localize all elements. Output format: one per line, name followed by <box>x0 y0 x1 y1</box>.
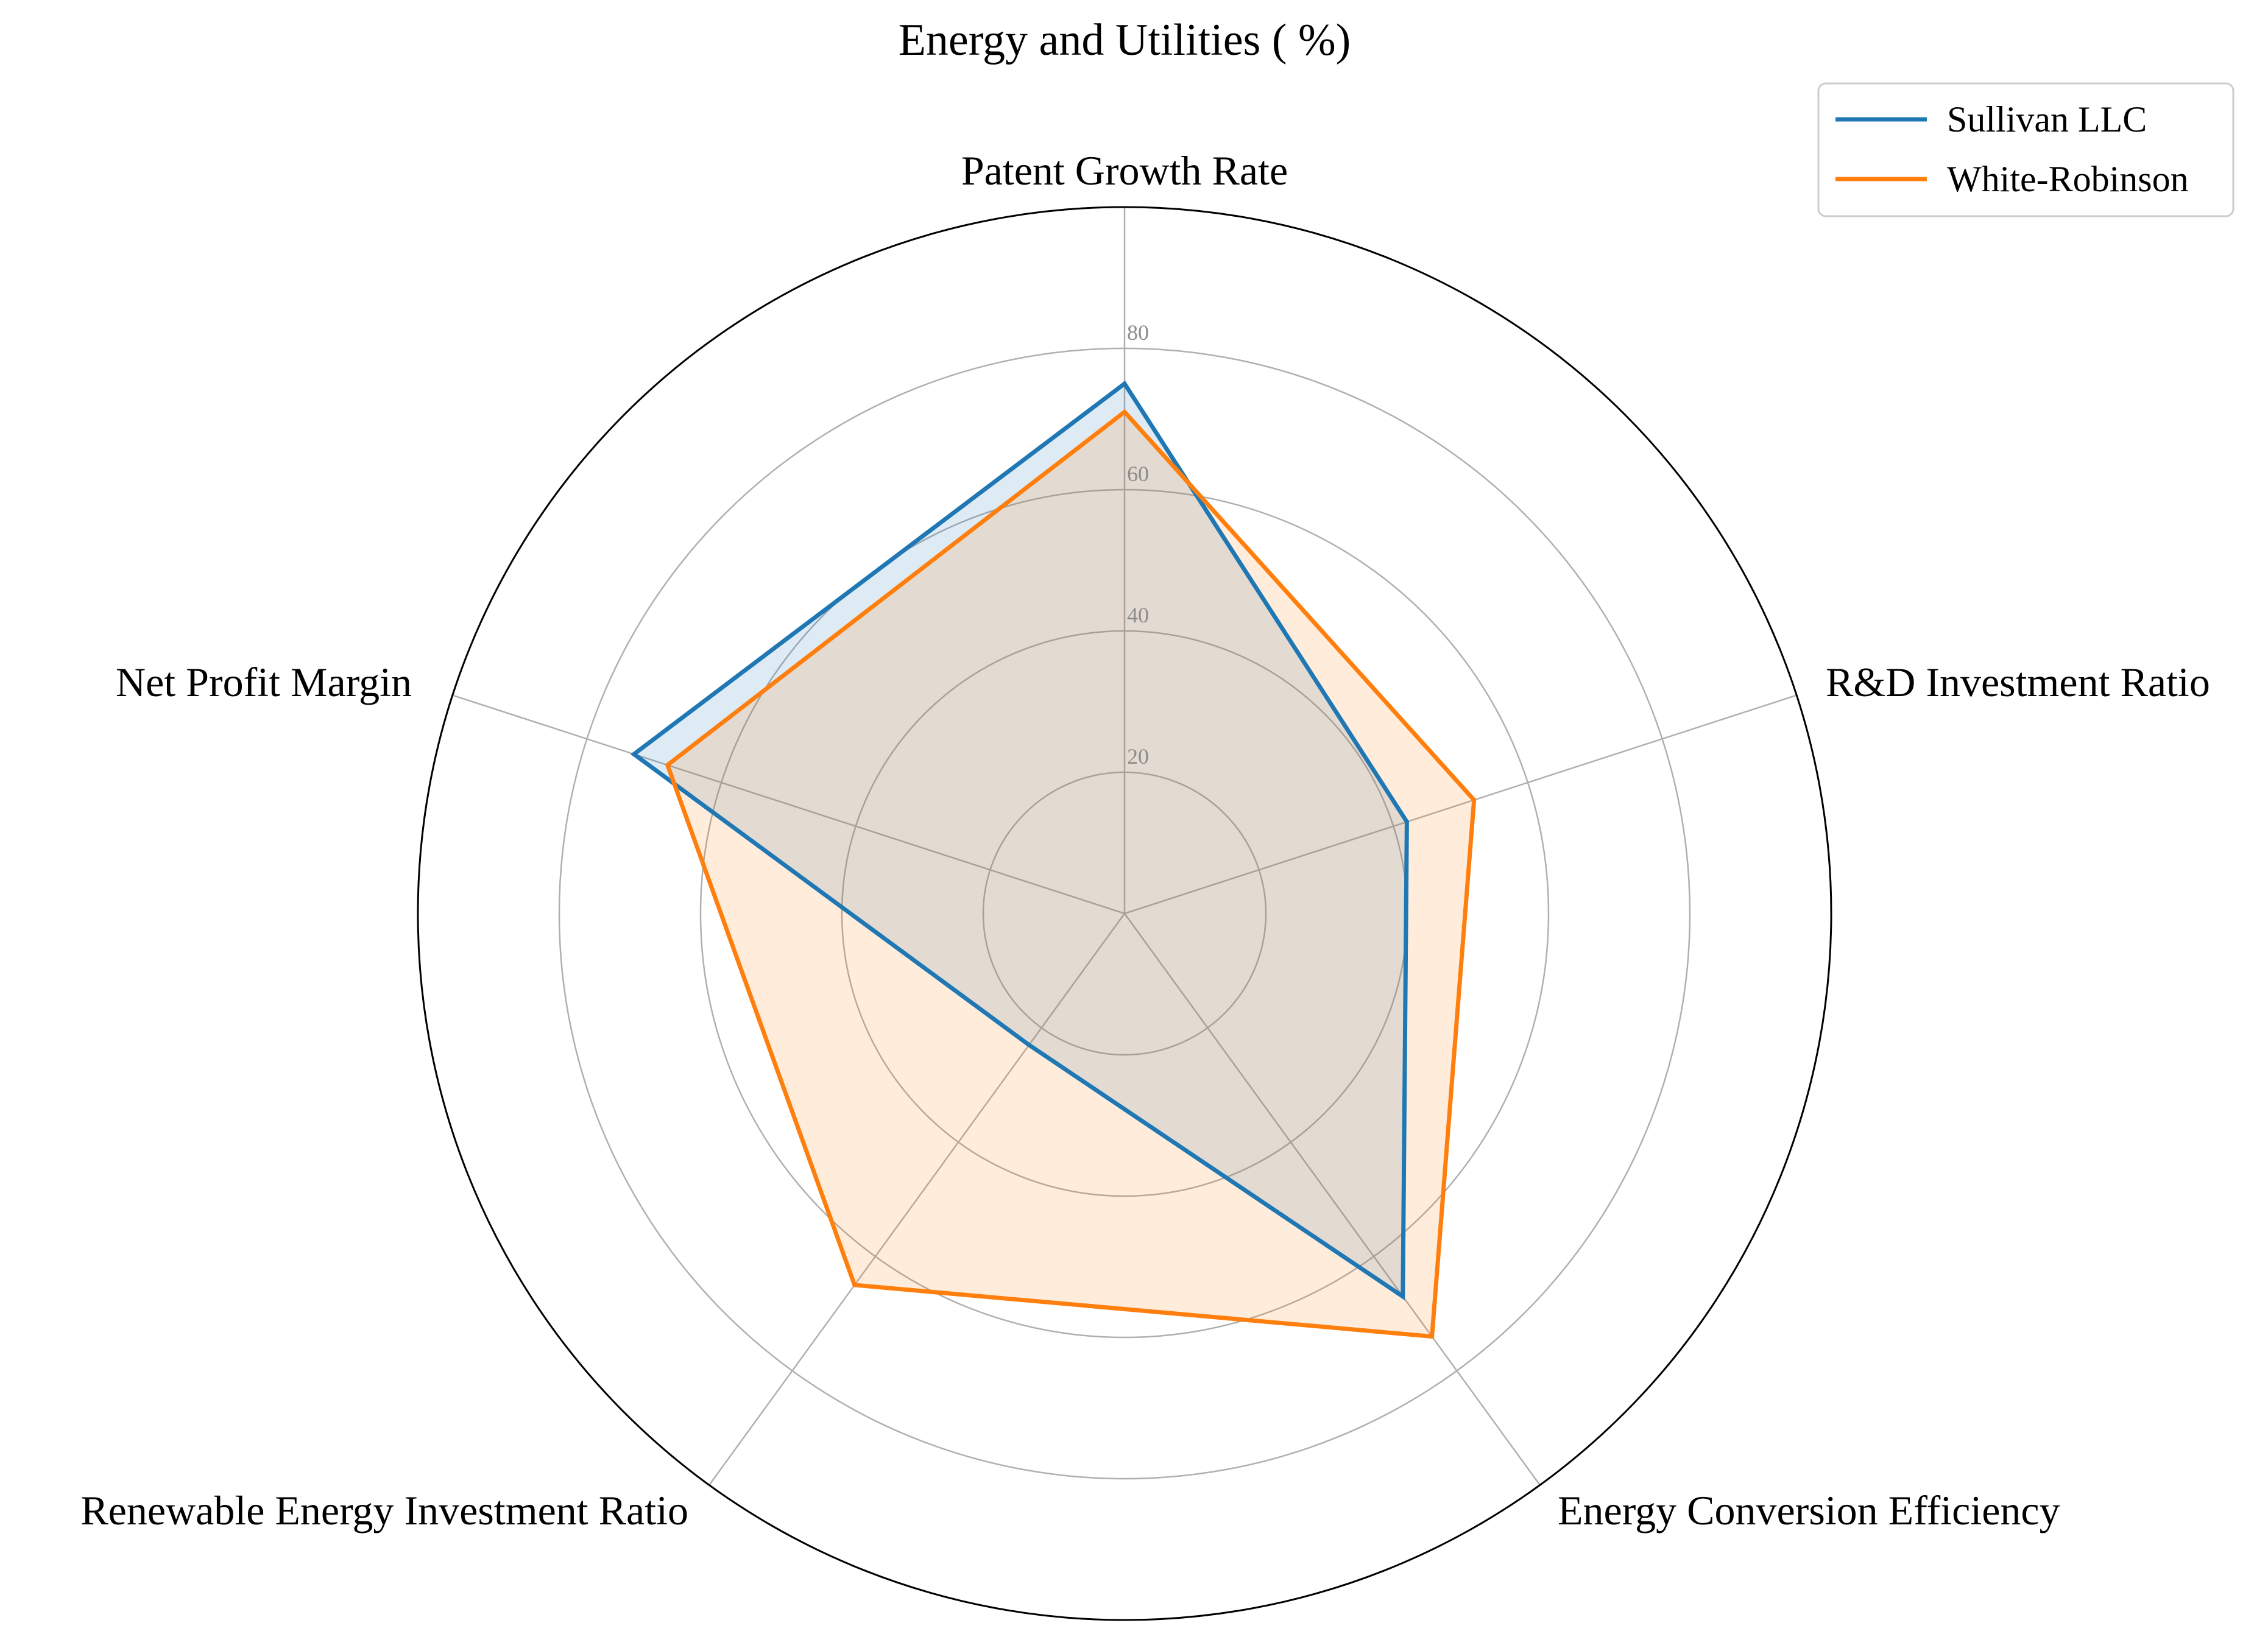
chart-title: Energy and Utilities ( %) <box>899 15 1351 65</box>
legend-frame <box>1817 82 2234 217</box>
series-fill-area <box>667 412 1474 1337</box>
legend-label: Sullivan LLC <box>1947 99 2147 139</box>
series-fill-area <box>634 384 1407 1297</box>
axis-label-layer: Patent Growth Rate R&D Investment Ratio En… <box>80 147 2210 1534</box>
legend: Sullivan LLC White-Robinson <box>1817 82 2234 217</box>
spoke-line <box>1124 694 1797 915</box>
axis-label: Net Profit Margin <box>116 659 412 705</box>
legend-label: White-Robinson <box>1947 159 2189 199</box>
series-line <box>665 409 1477 1339</box>
axis-label: R&D Investment Ratio <box>1826 659 2210 705</box>
spoke-line <box>452 694 1125 915</box>
grid-layer <box>417 206 1832 1621</box>
axis-label: Energy Conversion Efficiency <box>1558 1487 2060 1534</box>
series-layer: 20 40 60 80 <box>630 320 1477 1339</box>
radial-tick-label: 80 <box>1127 320 1149 345</box>
radial-tick-label: 60 <box>1127 462 1149 486</box>
series-line <box>630 380 1409 1301</box>
radial-tick-label: 20 <box>1127 744 1149 769</box>
axis-label: Patent Growth Rate <box>961 147 1288 194</box>
outer-frame-circle <box>417 206 1832 1621</box>
radial-tick-label: 40 <box>1127 603 1149 627</box>
axis-label: Renewable Energy Investment Ratio <box>80 1487 688 1534</box>
spoke-line <box>1123 913 1541 1486</box>
spoke-line <box>708 913 1126 1486</box>
